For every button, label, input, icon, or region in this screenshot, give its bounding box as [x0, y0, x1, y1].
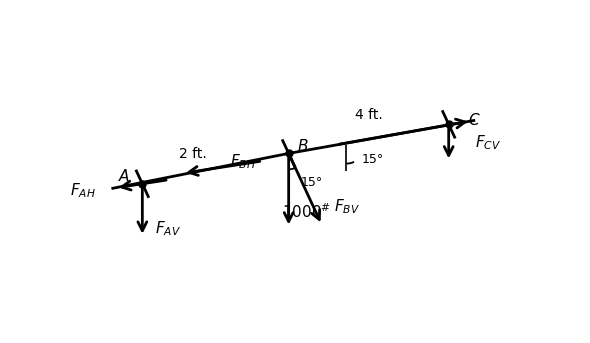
- Text: $F_{CV}$: $F_{CV}$: [474, 133, 501, 152]
- Text: 2 ft.: 2 ft.: [179, 147, 206, 161]
- Text: 15°: 15°: [362, 153, 384, 166]
- Text: $F_{AH}$: $F_{AH}$: [70, 181, 96, 200]
- Text: 15°: 15°: [300, 176, 323, 189]
- Text: $F_{AV}$: $F_{AV}$: [155, 219, 181, 238]
- Text: $B$: $B$: [297, 138, 308, 154]
- Text: 4 ft.: 4 ft.: [355, 108, 382, 122]
- Text: $A$: $A$: [118, 168, 130, 184]
- Text: $F_{BH}$: $F_{BH}$: [230, 152, 256, 171]
- Text: $F_{BV}$: $F_{BV}$: [334, 197, 360, 216]
- Text: $C$: $C$: [467, 113, 480, 128]
- Text: 1000$^{\#}$: 1000$^{\#}$: [283, 202, 332, 221]
